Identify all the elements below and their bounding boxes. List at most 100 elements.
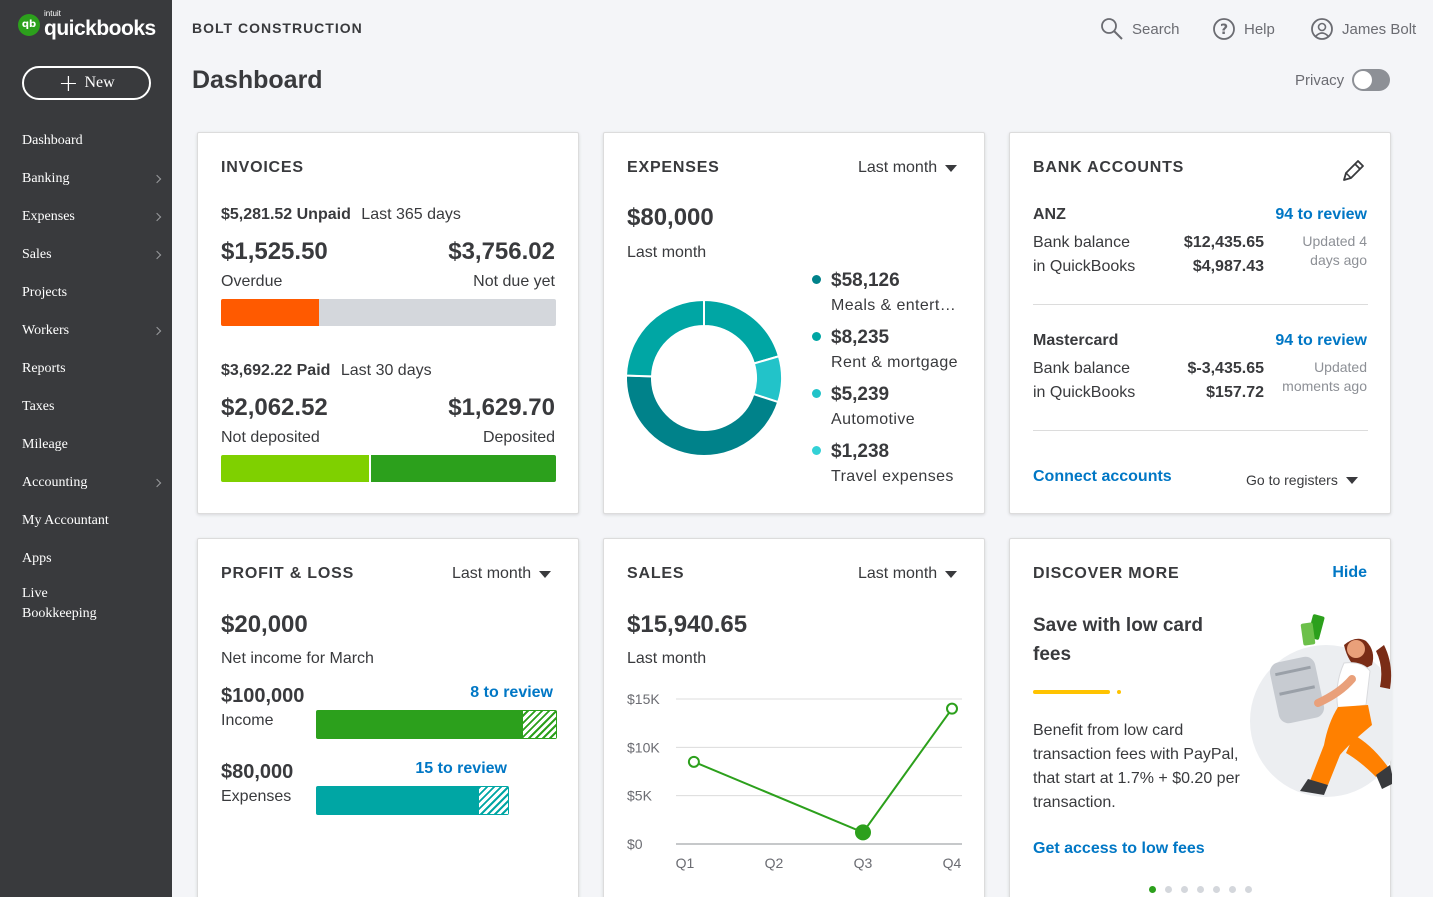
income-review-link[interactable]: 8 to review bbox=[470, 684, 553, 701]
sidebar-item-banking[interactable]: Banking bbox=[0, 160, 172, 198]
bank-balance-label: Bank balance bbox=[1033, 234, 1130, 251]
unpaid-period: Last 365 days bbox=[361, 206, 461, 223]
sales-data-point[interactable] bbox=[687, 755, 700, 768]
user-menu[interactable]: James Bolt bbox=[1310, 16, 1416, 42]
new-button[interactable]: + New bbox=[22, 66, 151, 100]
search-button[interactable]: Search bbox=[1100, 16, 1180, 42]
go-to-registers-dropdown[interactable]: Go to registers bbox=[1246, 472, 1358, 488]
profit-loss-card: PROFIT & LOSS Last month $20,000 Net inc… bbox=[197, 538, 579, 897]
sales-data-point[interactable] bbox=[855, 824, 871, 841]
page-title: Dashboard bbox=[192, 66, 323, 94]
expense-category-amount[interactable]: $58,126 bbox=[831, 270, 900, 291]
qb-balance-value: $157.72 bbox=[1206, 384, 1264, 401]
sidebar-item-label: Taxes bbox=[22, 399, 55, 414]
sidebar-item-accounting[interactable]: Accounting bbox=[0, 464, 172, 502]
expense-category-label: Automotive bbox=[831, 411, 916, 428]
search-label: Search bbox=[1132, 20, 1180, 38]
discover-body: Benefit from low card transaction fees w… bbox=[1033, 722, 1240, 811]
not-due-label: Not due yet bbox=[473, 273, 555, 290]
expenses-bar-fill bbox=[316, 786, 478, 815]
sidebar-item-workers[interactable]: Workers bbox=[0, 312, 172, 350]
caret-down-icon bbox=[945, 570, 958, 578]
not-due-bar-segment[interactable] bbox=[319, 299, 556, 326]
expenses-donut-chart[interactable] bbox=[626, 300, 782, 460]
y-tick-label: $0 bbox=[627, 836, 643, 852]
sales-period-dropdown[interactable]: Last month bbox=[858, 565, 958, 583]
divider bbox=[1033, 304, 1368, 305]
sidebar-item-label: Apps bbox=[22, 551, 52, 566]
sales-line-chart[interactable]: $15K $10K $5K $0 Q1 Q2 Q3 Q4 bbox=[604, 684, 984, 874]
income-bar[interactable] bbox=[316, 710, 557, 739]
donut-slice[interactable] bbox=[626, 300, 705, 378]
carousel-dot[interactable] bbox=[1165, 886, 1172, 893]
sidebar-item-apps[interactable]: Apps bbox=[0, 540, 172, 578]
connect-accounts-link[interactable]: Connect accounts bbox=[1033, 468, 1172, 485]
bank-accounts-title: BANK ACCOUNTS bbox=[1033, 159, 1185, 176]
sidebar-item-live-bookkeeping[interactable]: Live Bookkeeping bbox=[0, 578, 172, 632]
carousel-dot[interactable] bbox=[1213, 886, 1220, 893]
legend-dot bbox=[812, 389, 821, 398]
expenses-review-link[interactable]: 15 to review bbox=[415, 760, 507, 777]
not-deposited-bar-segment[interactable] bbox=[221, 455, 369, 482]
sidebar-item-mileage[interactable]: Mileage bbox=[0, 426, 172, 464]
overdue-bar-segment[interactable] bbox=[221, 299, 319, 326]
discover-title: DISCOVER MORE bbox=[1033, 565, 1180, 582]
x-tick-label: Q4 bbox=[943, 855, 962, 871]
bank-account-name[interactable]: Mastercard bbox=[1033, 332, 1119, 349]
sales-title: SALES bbox=[627, 565, 685, 582]
carousel-dot[interactable] bbox=[1197, 886, 1204, 893]
quickbooks-logo[interactable]: qb intuit quickbooks bbox=[18, 10, 156, 39]
sidebar-item-my-accountant[interactable]: My Accountant bbox=[0, 502, 172, 540]
profit-loss-period-dropdown[interactable]: Last month bbox=[452, 565, 552, 583]
x-tick-label: Q1 bbox=[676, 855, 695, 871]
expense-category-label: Rent & mortgage bbox=[831, 354, 958, 371]
help-button[interactable]: ? Help bbox=[1212, 16, 1275, 42]
invoices-card: INVOICES $5,281.52 Unpaid Last 365 days … bbox=[197, 132, 579, 514]
expense-category-label: Travel expenses bbox=[831, 468, 954, 485]
svg-text:?: ? bbox=[1220, 22, 1228, 38]
bank-review-link[interactable]: 94 to review bbox=[1275, 332, 1367, 349]
sidebar-item-dashboard[interactable]: Dashboard bbox=[0, 122, 172, 160]
bank-balance-value: $-3,435.65 bbox=[1187, 360, 1264, 377]
chevron-right-icon bbox=[152, 212, 162, 222]
sidebar-item-label: My Accountant bbox=[22, 513, 109, 528]
pl-expenses-value: $80,000 bbox=[221, 761, 294, 783]
help-label: Help bbox=[1244, 20, 1275, 38]
donut-slice[interactable] bbox=[626, 374, 780, 457]
y-tick-label: $5K bbox=[627, 788, 653, 804]
expenses-bar[interactable] bbox=[316, 786, 509, 815]
pencil-icon[interactable] bbox=[1340, 158, 1366, 184]
sidebar-item-taxes[interactable]: Taxes bbox=[0, 388, 172, 426]
privacy-toggle[interactable] bbox=[1352, 69, 1390, 91]
carousel-dot[interactable] bbox=[1149, 886, 1156, 893]
carousel-dot[interactable] bbox=[1181, 886, 1188, 893]
sidebar-item-expenses[interactable]: Expenses bbox=[0, 198, 172, 236]
get-access-link[interactable]: Get access to low fees bbox=[1033, 840, 1205, 857]
unpaid-bar[interactable] bbox=[221, 299, 556, 326]
caret-down-icon bbox=[539, 570, 552, 578]
expenses-period-dropdown[interactable]: Last month bbox=[858, 159, 958, 177]
deposited-bar-segment[interactable] bbox=[371, 455, 556, 482]
sidebar-item-reports[interactable]: Reports bbox=[0, 350, 172, 388]
carousel-dot[interactable] bbox=[1229, 886, 1236, 893]
sidebar-item-projects[interactable]: Projects bbox=[0, 274, 172, 312]
paid-bar[interactable] bbox=[221, 455, 556, 482]
carousel-dot[interactable] bbox=[1245, 886, 1252, 893]
expense-category-amount[interactable]: $1,238 bbox=[831, 441, 890, 462]
donut-slice[interactable] bbox=[703, 300, 781, 365]
chevron-right-icon bbox=[152, 250, 162, 260]
bank-updated-note: Updated 4 days ago bbox=[1302, 233, 1367, 268]
user-icon bbox=[1311, 18, 1333, 40]
user-name: James Bolt bbox=[1342, 20, 1417, 38]
hide-link[interactable]: Hide bbox=[1332, 564, 1367, 581]
expense-category-amount[interactable]: $5,239 bbox=[831, 384, 890, 405]
sidebar-item-sales[interactable]: Sales bbox=[0, 236, 172, 274]
bank-review-link[interactable]: 94 to review bbox=[1275, 206, 1367, 223]
sales-period-label: Last month bbox=[858, 565, 938, 582]
sales-data-point[interactable] bbox=[946, 702, 958, 715]
bank-account-name[interactable]: ANZ bbox=[1033, 206, 1066, 223]
expense-category-amount[interactable]: $8,235 bbox=[831, 327, 890, 348]
income-label: Income bbox=[221, 712, 274, 729]
qb-balance-label: in QuickBooks bbox=[1033, 384, 1136, 401]
not-deposited-value: $2,062.52 bbox=[221, 394, 328, 421]
